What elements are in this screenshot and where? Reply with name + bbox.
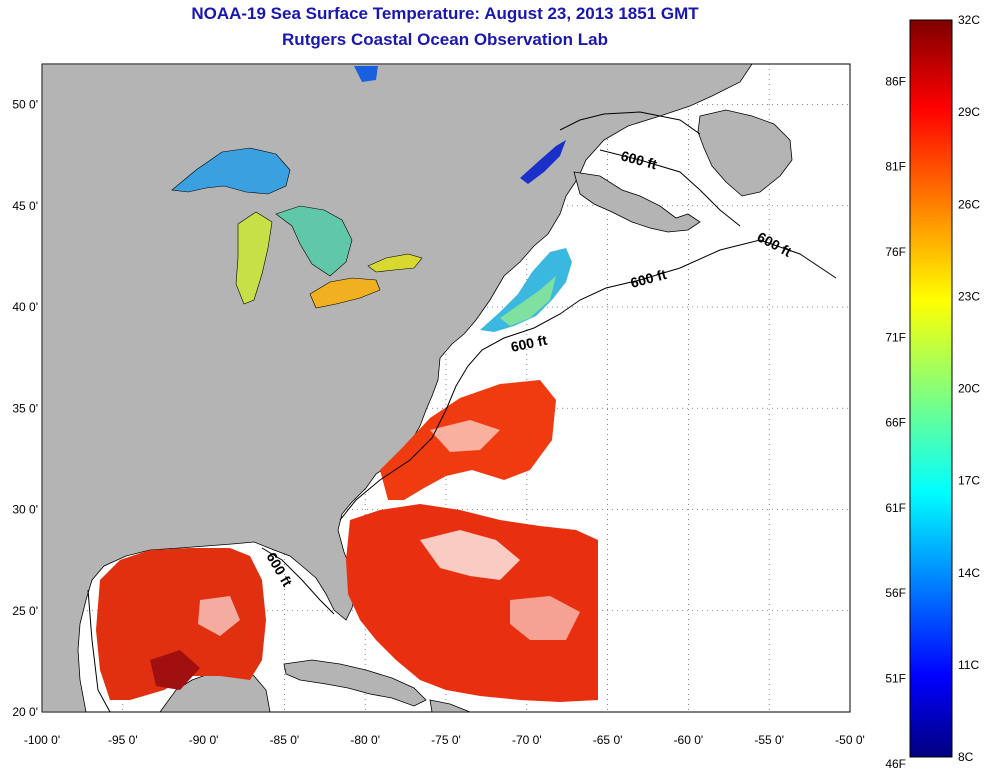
colorbar-celsius-label: 11C [958,658,979,672]
colorbar-fahrenheit-label: 51F [885,672,906,686]
longitude-tick-label: -80 0' [350,733,380,747]
longitude-tick-label: -50 0' [835,733,865,747]
colorbar-celsius-labels: 32C 29C 26C 23C 20C 17C 14C 11C 8C [958,13,980,764]
longitude-tick-label: -90 0' [189,733,219,747]
longitude-tick-label: -55 0' [754,733,784,747]
gulf-of-mexico-sst [96,548,266,700]
map-title: NOAA-19 Sea Surface Temperature: August … [191,4,699,23]
longitude-tick-label: -95 0' [108,733,138,747]
colorbar-fahrenheit-label: 71F [885,330,906,344]
600ft-isobath-lines [87,111,837,712]
colorbar-celsius-label: 29C [958,105,980,119]
latitude-tick-label: 35 0' [12,401,38,415]
longitude-tick-label: -85 0' [270,733,300,747]
latitude-tick-label: 45 0' [12,199,38,213]
great-lakes-sst [171,147,423,309]
atlantic-warm-water-sst [346,380,598,702]
contour-label-600ft: 600 ft [509,332,548,355]
longitude-tick-label: -60 0' [674,733,704,747]
colorbar-celsius-label: 26C [958,197,980,211]
longitude-tick-label: -70 0' [512,733,542,747]
colorbar-celsius-label: 20C [958,382,980,396]
latitude-tick-label: 30 0' [12,503,38,517]
colorbar-celsius-label: 32C [958,13,980,27]
colorbar-fahrenheit-labels: 86F 81F 76F 71F 66F 61F 56F 51F 46F [885,74,906,770]
colorbar-fahrenheit-label: 66F [885,416,906,430]
gulf-of-maine-sst [354,66,572,332]
map-subtitle: Rutgers Coastal Ocean Observation Lab [282,30,608,49]
colorbar-celsius-label: 8C [958,750,974,764]
colorbar-fahrenheit-label: 81F [885,160,906,174]
longitude-tick-label: -100 0' [24,733,60,747]
longitude-tick-label: -65 0' [593,733,623,747]
latitude-tick-label: 40 0' [12,300,38,314]
latitude-tick-label: 20 0' [12,705,38,719]
colorbar-fahrenheit-label: 46F [885,757,906,770]
colorbar-celsius-label: 17C [958,474,980,488]
latitude-tick-label: 50 0' [12,98,38,112]
colorbar-celsius-label: 23C [958,289,980,303]
colorbar-celsius-label: 14C [958,566,980,580]
colorbar-fahrenheit-label: 76F [885,245,906,259]
sst-colorbar [909,19,953,758]
longitude-axis: -100 0' -95 0' -90 0' -85 0' -80 0' -75 0' -70… [24,733,865,747]
colorbar-fahrenheit-label: 56F [885,586,906,600]
longitude-tick-label: -75 0' [431,733,461,747]
colorbar-fahrenheit-label: 86F [885,74,906,88]
colorbar-fahrenheit-label: 61F [885,501,906,515]
latitude-axis: 20 0' 25 0' 30 0' 35 0' 40 0' 45 0' 50 0' [12,98,38,720]
latitude-tick-label: 25 0' [12,604,38,618]
